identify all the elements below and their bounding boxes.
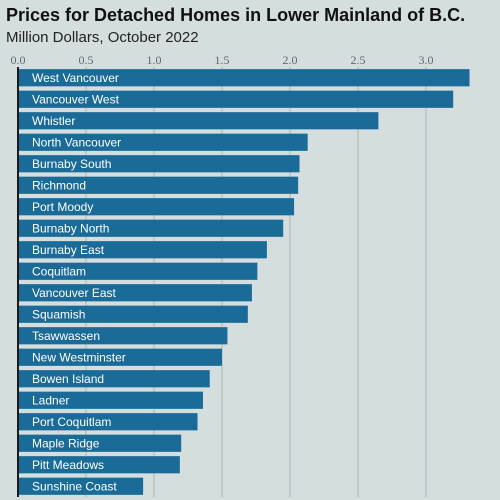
chart-subtitle: Million Dollars, October 2022 [6,29,199,46]
bar [18,241,267,259]
bar-label: Burnaby North [32,221,109,235]
x-tick-label: 1.5 [215,53,230,67]
bar [18,176,299,194]
chart-title: Prices for Detached Homes in Lower Mainl… [6,5,466,25]
bar [18,133,308,151]
bar-label: Squamish [32,307,85,321]
x-tick-label: 2.0 [283,53,298,67]
bar [18,112,379,130]
bar-label: Sunshine Coast [32,479,117,493]
x-tick-label: 0.5 [79,53,94,67]
bar [18,456,180,474]
bar [18,90,454,108]
bar-label: Bowen Island [32,372,104,386]
x-tick-label: 3.0 [419,53,434,67]
bar [18,262,258,280]
bar-label: West Vancouver [32,71,119,85]
bar-label: Richmond [32,178,86,192]
bar-label: North Vancouver [32,135,121,149]
bar-label: New Westminster [32,350,126,364]
bar [18,370,210,388]
x-tick-label: 0.0 [11,53,26,67]
bar [18,391,203,409]
bar [18,284,252,302]
bar [18,198,295,216]
x-tick-label: 2.5 [351,53,366,67]
bar [18,327,228,345]
bar-label: Vancouver West [32,92,120,106]
bar-label: Coquitlam [32,264,86,278]
bar [18,434,182,452]
bar-label: Vancouver East [32,286,116,300]
bar [18,348,222,366]
bar [18,305,248,323]
bar-label: Maple Ridge [32,436,100,450]
bar [18,413,198,431]
bar-label: Burnaby East [32,243,105,257]
bar-label: Tsawwassen [32,329,100,343]
bar-label: Whistler [32,114,75,128]
bar [18,155,300,173]
bar-label: Port Moody [32,200,93,214]
x-tick-label: 1.0 [147,53,162,67]
bar [18,69,470,87]
bar-label: Burnaby South [32,157,111,171]
bar [18,219,284,237]
bar-label: Ladner [32,393,69,407]
bar [18,477,144,495]
bar-label: Port Coquitlam [32,415,111,429]
bar-label: Pitt Meadows [32,458,104,472]
